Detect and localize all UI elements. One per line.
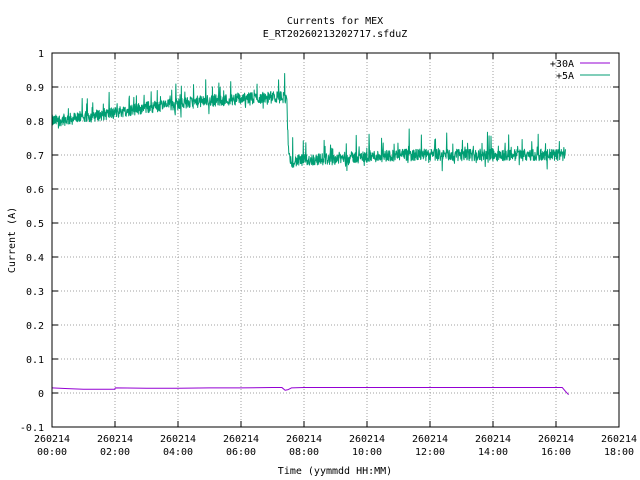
y-tick-label: -0.1	[20, 423, 44, 434]
legend: +30A +5A	[550, 59, 610, 82]
x-tick-time: 10:00	[352, 447, 382, 458]
y-tick-label: 0.9	[26, 83, 44, 94]
legend-label-30a: +30A	[550, 59, 574, 70]
tick-labels: -0.1 0 0.1 0.2 0.3 0.4 0.5 0.6 0.7 0.8 0.9 1 260214 0…	[20, 49, 637, 458]
x-tick-time: 04:00	[163, 447, 193, 458]
series-line-5a	[51, 72, 566, 172]
x-tick-date: 260214	[412, 434, 448, 445]
x-tick-date: 260214	[223, 434, 259, 445]
x-tick-time: 14:00	[478, 447, 508, 458]
y-tick-label: 0.7	[26, 151, 44, 162]
x-tick-date: 260214	[97, 434, 133, 445]
y-tick-label: 0.3	[26, 287, 44, 298]
x-tick-date: 260214	[160, 434, 196, 445]
x-tick-time: 08:00	[289, 447, 319, 458]
chart-title: Currents for MEX	[287, 16, 383, 27]
legend-label-5a: +5A	[556, 71, 574, 82]
x-tick-date: 260214	[34, 434, 70, 445]
series-line-30a	[51, 387, 569, 396]
x-tick-date: 260214	[475, 434, 511, 445]
y-tick-label: 0.1	[26, 355, 44, 366]
x-tick-time: 00:00	[37, 447, 67, 458]
y-tick-label: 0.4	[26, 253, 44, 264]
x-tick-time: 06:00	[226, 447, 256, 458]
y-tick-label: 1	[38, 49, 44, 60]
y-tick-label: 0.6	[26, 185, 44, 196]
x-tick-time: 02:00	[100, 447, 130, 458]
x-tick-date: 260214	[286, 434, 322, 445]
plot-frame	[51, 52, 620, 428]
x-tick-time: 16:00	[541, 447, 571, 458]
y-axis-label: Current (A)	[7, 207, 18, 273]
chart-subtitle: E_RT20260213202717.sfduZ	[263, 29, 408, 40]
y-tick-label: 0	[38, 389, 44, 400]
y-tick-label: 0.2	[26, 321, 44, 332]
y-tick-label: 0.5	[26, 219, 44, 230]
x-tick-date: 260214	[601, 434, 637, 445]
y-tick-label: 0.8	[26, 117, 44, 128]
x-tick-time: 12:00	[415, 447, 445, 458]
data-series	[51, 72, 569, 396]
x-axis-label: Time (yymmdd HH:MM)	[278, 466, 392, 477]
x-tick-date: 260214	[349, 434, 385, 445]
x-tick-date: 260214	[538, 434, 574, 445]
x-tick-time: 18:00	[604, 447, 634, 458]
